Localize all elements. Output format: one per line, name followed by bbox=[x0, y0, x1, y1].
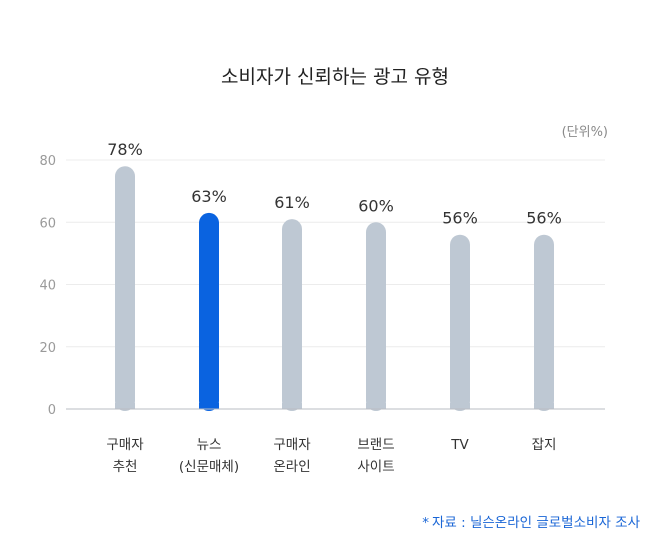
bar-0 bbox=[115, 166, 135, 411]
bar-2 bbox=[282, 219, 302, 411]
source-note: * 자료 : 닐슨온라인 글로벌소비자 조사 bbox=[422, 511, 640, 531]
chart-title: 소비자가 신뢰하는 광고 유형 bbox=[221, 66, 449, 88]
bar-3 bbox=[366, 222, 386, 411]
value-label-4: 56% bbox=[442, 209, 478, 228]
bar-base-3 bbox=[366, 403, 386, 409]
unit-label: (단위%) bbox=[561, 125, 608, 140]
category-label-2-1: 온라인 bbox=[273, 459, 310, 475]
bar-base-2 bbox=[282, 403, 302, 409]
category-label-5-0: 잡지 bbox=[532, 437, 557, 453]
bar-base-5 bbox=[534, 403, 554, 409]
bar-base-4 bbox=[450, 403, 470, 409]
category-label-1-0: 뉴스 bbox=[197, 437, 222, 453]
category-label-1-1: (신문매체) bbox=[179, 459, 239, 475]
y-tick-label-40: 40 bbox=[39, 279, 56, 294]
source-marker: * bbox=[422, 515, 429, 531]
bar-5 bbox=[534, 234, 554, 411]
bar-4 bbox=[450, 234, 470, 411]
bar-base-0 bbox=[115, 403, 135, 409]
category-label-0-1: 추천 bbox=[113, 459, 138, 475]
value-label-2: 61% bbox=[274, 193, 310, 212]
y-tick-label-20: 20 bbox=[39, 341, 56, 356]
value-label-5: 56% bbox=[526, 209, 562, 228]
value-label-3: 60% bbox=[358, 196, 394, 215]
category-label-3-0: 브랜드 bbox=[357, 437, 394, 453]
category-label-3-1: 사이트 bbox=[357, 459, 394, 475]
value-label-0: 78% bbox=[107, 140, 143, 159]
category-label-4-0: TV bbox=[450, 437, 469, 453]
bar-1 bbox=[199, 212, 219, 411]
y-tick-label-60: 60 bbox=[39, 216, 56, 231]
bar-base-1 bbox=[199, 403, 219, 409]
category-label-0-0: 구매자 bbox=[106, 437, 144, 453]
y-tick-label-0: 0 bbox=[48, 403, 56, 418]
value-label-1: 63% bbox=[191, 187, 227, 206]
y-tick-label-80: 80 bbox=[39, 154, 56, 169]
category-label-2-0: 구매자 bbox=[273, 437, 311, 453]
source-text: 자료 : 닐슨온라인 글로벌소비자 조사 bbox=[431, 515, 640, 531]
